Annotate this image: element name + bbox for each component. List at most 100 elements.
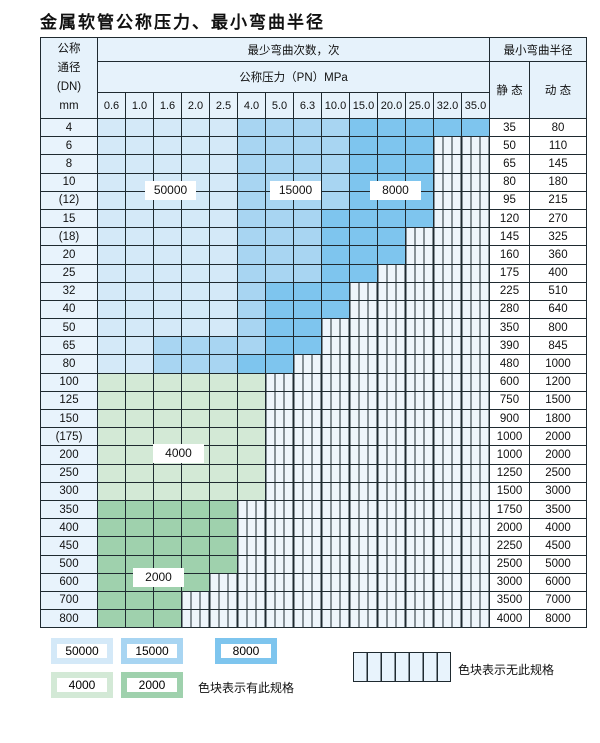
static-radius-cell: 145 (489, 227, 530, 247)
dynamic-radius-cell: 270 (529, 208, 587, 229)
region-label-50000: 50000 (145, 181, 196, 200)
table-row: 600 3000 6000 (40, 572, 587, 592)
spec-cell (97, 354, 126, 374)
spec-cell (209, 263, 238, 283)
no-spec-cell (237, 536, 266, 556)
spec-cell (181, 481, 210, 501)
dn-cell: 15 (40, 208, 98, 229)
spec-cell (97, 299, 126, 320)
table-row: 250 1250 2500 (40, 463, 587, 483)
spec-cell (237, 427, 266, 447)
spec-cell (181, 354, 210, 374)
spec-cell (97, 463, 126, 483)
spec-cell (237, 136, 266, 156)
spec-cell (181, 336, 210, 356)
no-spec-cell (377, 518, 406, 538)
spec-cell (265, 245, 294, 265)
no-spec-cell (349, 390, 378, 411)
no-spec-cell (433, 372, 462, 392)
dn-cell: (175) (40, 427, 98, 447)
spec-cell (293, 154, 322, 174)
no-spec-cell (405, 372, 434, 392)
dn-cell: 100 (40, 372, 98, 392)
spec-cell (153, 318, 182, 338)
spec-cell (97, 554, 126, 574)
table-row: 400 2000 4000 (40, 518, 587, 538)
spec-cell (97, 408, 126, 429)
table-row: (18) 145 325 (40, 227, 587, 247)
no-spec-cell (377, 554, 406, 574)
spec-cell (97, 481, 126, 501)
no-spec-cell (237, 499, 266, 520)
no-spec-cell (405, 263, 434, 283)
no-spec-cell (349, 336, 378, 356)
spec-cell (125, 609, 154, 629)
spec-cell (321, 172, 350, 192)
dynamic-radius-cell: 4500 (529, 536, 587, 556)
no-spec-cell (209, 572, 238, 592)
no-spec-cell (405, 481, 434, 501)
spec-cell (321, 299, 350, 320)
no-spec-cell (265, 390, 294, 411)
no-spec-cell (405, 354, 434, 374)
spec-cell (97, 590, 126, 611)
dynamic-radius-cell: 845 (529, 336, 587, 356)
no-spec-cell (293, 609, 322, 629)
spec-cell (237, 390, 266, 411)
spec-cell (293, 318, 322, 338)
spec-cell (153, 227, 182, 247)
no-spec-cell (237, 518, 266, 538)
no-spec-cell (349, 518, 378, 538)
static-radius-cell: 1500 (489, 481, 530, 501)
no-spec-cell (433, 154, 462, 174)
dn-cell: 6 (40, 136, 98, 156)
spec-cell (153, 281, 182, 301)
spec-cell (209, 554, 238, 574)
spec-cell (461, 117, 490, 138)
dn-cell: 25 (40, 263, 98, 283)
dn-cell: 200 (40, 445, 98, 465)
no-spec-cell (265, 499, 294, 520)
spec-cell (349, 136, 378, 156)
no-spec-cell (405, 227, 434, 247)
spec-cell (433, 117, 462, 138)
no-spec-cell (405, 427, 434, 447)
no-spec-cell (377, 609, 406, 629)
static-radius-cell: 280 (489, 299, 530, 320)
no-spec-cell (377, 572, 406, 592)
spec-cell (97, 190, 126, 210)
no-spec-cell (433, 609, 462, 629)
spec-cell (153, 299, 182, 320)
static-radius-cell: 3500 (489, 590, 530, 611)
spec-cell (125, 536, 154, 556)
spec-cell (153, 354, 182, 374)
table-row: 50 350 800 (40, 318, 587, 338)
no-spec-cell (293, 408, 322, 429)
dynamic-radius-cell: 5000 (529, 554, 587, 574)
spec-cell (321, 136, 350, 156)
no-spec-cell (433, 590, 462, 611)
no-spec-cell (377, 390, 406, 411)
spec-cell (237, 336, 266, 356)
no-spec-cell (461, 590, 490, 611)
no-spec-cell (349, 499, 378, 520)
spec-cell (125, 445, 154, 465)
spec-cell (293, 281, 322, 301)
spec-cell (97, 372, 126, 392)
spec-cell (181, 536, 210, 556)
no-spec-cell (461, 518, 490, 538)
no-spec-cell (405, 518, 434, 538)
dynamic-radius-cell: 360 (529, 245, 587, 265)
no-spec-cell (377, 281, 406, 301)
spec-cell (209, 299, 238, 320)
no-spec-cell (237, 554, 266, 574)
no-spec-cell (349, 554, 378, 574)
spec-cell (209, 154, 238, 174)
spec-cell (265, 227, 294, 247)
spec-cell (377, 208, 406, 229)
spec-cell (237, 318, 266, 338)
spec-cell (265, 281, 294, 301)
dn-cell: 450 (40, 536, 98, 556)
pressure-col-header: 32.0 (433, 92, 462, 119)
dynamic-radius-cell: 800 (529, 318, 587, 338)
